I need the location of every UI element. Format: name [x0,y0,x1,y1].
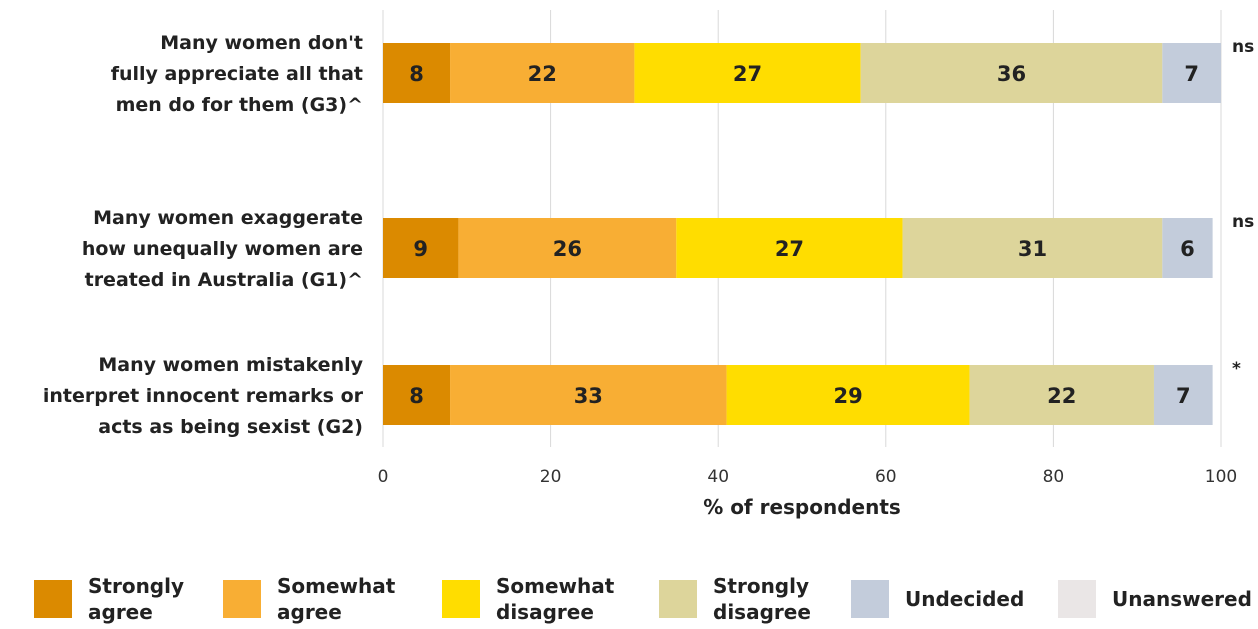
bar-value-label: 8 [409,62,424,86]
legend-label-line: Somewhat [277,573,396,598]
bar-segment [383,218,459,278]
legend-swatch [223,579,261,618]
x-tick-label-40: 40 [707,467,729,487]
bar-value-label: 9 [413,237,428,261]
legend-swatch [442,579,480,618]
bar-segment [383,365,451,425]
bar-value-label: 36 [997,62,1026,86]
bar-value-label: 31 [1018,237,1047,261]
legend-label-line: agree [88,599,153,624]
bar-segment [383,43,451,103]
bar-value-label: 22 [528,62,557,86]
x-tick-label-80: 80 [1043,467,1065,487]
bar-segment [634,43,861,103]
category-label-line: Many women mistakenly [98,354,363,376]
legend-swatch [34,579,72,618]
category-label: Many women don't fully appreciate all tha… [111,32,363,116]
legend-label-line: disagree [496,599,594,624]
bar-segment [1153,365,1213,425]
legend-item: Undecided [851,568,1035,629]
x-axis-title: % of respondents [703,495,901,519]
x-tick-label-100: 100 [1205,467,1237,487]
significance-labels: ns ns * [1232,37,1254,379]
legend-label: Somewhat disagree [496,573,626,625]
legend-item: Somewhat agree [223,568,407,629]
legend-item: Strongly disagree [659,568,843,629]
legend: Strongly agree Somewhat agree Somewhat disagr… [0,568,1258,629]
bar-segment [1162,218,1213,278]
bar-value-label: 7 [1184,62,1199,86]
bar-value-label: 8 [409,384,424,408]
legend-swatch [659,579,697,618]
legend-label-line: Strongly [88,573,185,598]
category-label-line: Many women exaggerate [93,207,363,229]
category-label: Many women exaggerate how unequally women… [82,207,363,291]
bar-segment [1162,43,1221,103]
legend-label-line: Strongly [713,573,810,598]
significance-label: * [1232,359,1241,379]
legend-label-line: Unanswered [1112,586,1252,611]
bar-value-label: 27 [733,62,762,86]
legend-label: Strongly agree [88,573,218,625]
x-tick-label-0: 0 [378,467,389,487]
category-labels: Many women don't fully appreciate all tha… [43,32,364,438]
x-tick-label-20: 20 [540,467,562,487]
bar-value-label: 33 [574,384,603,408]
legend-label-line: agree [277,599,342,624]
category-label-line: men do for them (G3)^ [116,94,363,116]
bar-value-label: 27 [775,237,804,261]
bar-value-label: 6 [1180,237,1195,261]
legend-item: Strongly agree [34,568,218,629]
bars: 8 22 27 36 7 9 26 27 31 6 8 33 29 22 7 [383,43,1221,425]
category-label-line: fully appreciate all that [111,63,363,85]
category-label-line: how unequally women are [82,238,363,260]
category-label-line: interpret innocent remarks or [43,385,364,407]
legend-item: Unanswered [1058,568,1252,629]
x-tick-label-60: 60 [875,467,897,487]
category-label-line: Many women don't [160,32,363,54]
legend-label: Undecided [905,586,1035,612]
bar-segment [676,218,903,278]
significance-label: ns [1232,37,1254,57]
bar-segment [458,218,677,278]
bar-segment [450,365,727,425]
bar-value-label: 7 [1176,384,1191,408]
bar-value-label: 29 [833,384,862,408]
bar-segment [450,43,635,103]
legend-label-line: disagree [713,599,811,624]
bar-segment [969,365,1154,425]
legend-label-line: Undecided [905,586,1025,611]
bar-segment [726,365,970,425]
stacked-bar-chart: 8 22 27 36 7 9 26 27 31 6 8 33 29 22 7 Many women don'… [43,10,1254,519]
legend-label: Unanswered [1112,586,1252,612]
bar-segment [860,43,1163,103]
legend-label: Somewhat agree [277,573,407,625]
legend-item: Somewhat disagree [442,568,626,629]
legend-label-line: Somewhat [496,573,615,598]
category-label-line: treated in Australia (G1)^ [85,269,363,291]
x-axis-ticks: 0 20 40 60 80 100 [378,467,1238,487]
category-label-line: acts as being sexist (G2) [98,416,363,438]
significance-label: ns [1232,212,1254,232]
legend-swatch [851,579,889,618]
bar-segment [902,218,1163,278]
legend-label: Strongly disagree [713,573,843,625]
legend-swatch [1058,579,1096,618]
bar-value-label: 26 [553,237,582,261]
bar-value-label: 22 [1047,384,1076,408]
category-label: Many women mistakenly interpret innocent … [43,354,364,438]
